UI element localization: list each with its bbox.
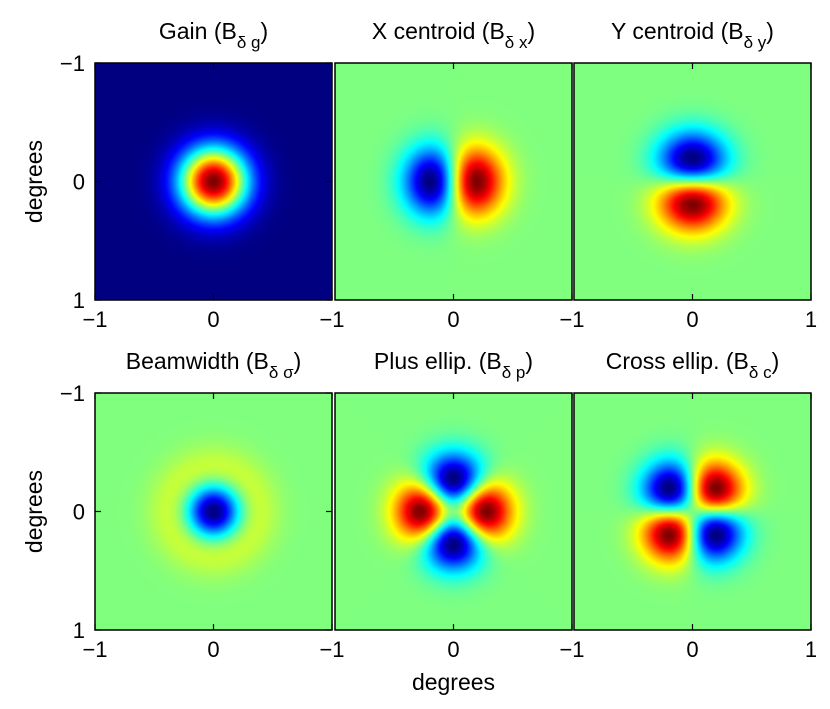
title-main: Cross ellip. (B (606, 348, 749, 374)
heatmap-image (574, 63, 811, 300)
title-main: Beamwidth (B (126, 348, 269, 374)
subplot-grid: Gain (Bδ g) −1 0 −1 −1 0 1 degrees X centroid (B… (21, 18, 817, 695)
heatmap-image (335, 63, 572, 300)
title-main: Gain (B (159, 18, 237, 44)
title-subscript: δ g (237, 33, 261, 52)
y-tick-label: −1 (60, 51, 85, 76)
subplot-1: Gain (Bδ g) −1 0 −1 −1 0 1 degrees (21, 18, 345, 332)
x-tick-label: 0 (207, 307, 219, 332)
title-main: X centroid (B (372, 18, 505, 44)
subplot-2: X centroid (Bδ x) 0 −1 (334, 18, 585, 332)
x-tick-label: −1 (559, 637, 584, 662)
y-tick-label: 1 (73, 618, 85, 643)
x-tick-label: 1 (805, 637, 817, 662)
heatmap-image (335, 393, 572, 630)
subplot-title: Gain (Bδ g) (159, 18, 268, 52)
y-tick-label: −1 (60, 381, 85, 406)
subplot-3: Y centroid (Bδ y) 0 1 (573, 18, 817, 332)
title-subscript: δ σ (269, 363, 294, 382)
x-tick-label: 0 (207, 637, 219, 662)
title-close: ) (527, 18, 535, 44)
subplot-title: Y centroid (Bδ y) (611, 18, 774, 52)
x-tick-label: 0 (686, 307, 698, 332)
title-close: ) (766, 18, 774, 44)
subplot-title: Beamwidth (Bδ σ) (126, 348, 302, 382)
y-tick-label: 0 (73, 500, 85, 525)
x-tick-label: −1 (319, 307, 344, 332)
subplot-5: Plus ellip. (Bδ p) 0 −1 degrees (334, 348, 585, 695)
x-tick-label: −1 (82, 637, 107, 662)
title-main: Y centroid (B (611, 18, 744, 44)
x-axis-label: degrees (412, 669, 495, 695)
title-close: ) (294, 348, 302, 374)
title-close: ) (525, 348, 533, 374)
title-subscript: δ y (744, 33, 767, 52)
title-close: ) (260, 18, 268, 44)
title-close: ) (772, 348, 780, 374)
y-tick-label: 0 (73, 170, 85, 195)
x-tick-label: −1 (82, 307, 107, 332)
subplot-title: X centroid (Bδ x) (372, 18, 535, 52)
x-tick-label: 1 (805, 307, 817, 332)
subplot-4: Beamwidth (Bδ σ) −1 0 −1 −1 0 1 degrees (21, 348, 345, 662)
x-tick-label: 0 (447, 307, 459, 332)
x-tick-label: 0 (447, 637, 459, 662)
y-axis-label: degrees (21, 140, 47, 223)
title-subscript: δ p (502, 363, 526, 382)
x-tick-label: 0 (686, 637, 698, 662)
title-subscript: δ c (749, 363, 772, 382)
heatmap-image (574, 393, 811, 630)
title-main: Plus ellip. (B (374, 348, 502, 374)
subplot-title: Cross ellip. (Bδ c) (606, 348, 780, 382)
heatmap-image (95, 63, 332, 300)
heatmap-image (95, 393, 332, 630)
title-subscript: δ x (505, 33, 528, 52)
y-tick-label: 1 (73, 288, 85, 313)
subplot-6: Cross ellip. (Bδ c) 0 1 (573, 348, 817, 662)
x-tick-label: −1 (559, 307, 584, 332)
x-tick-label: −1 (319, 637, 344, 662)
y-axis-label: degrees (21, 470, 47, 553)
subplot-title: Plus ellip. (Bδ p) (374, 348, 533, 382)
